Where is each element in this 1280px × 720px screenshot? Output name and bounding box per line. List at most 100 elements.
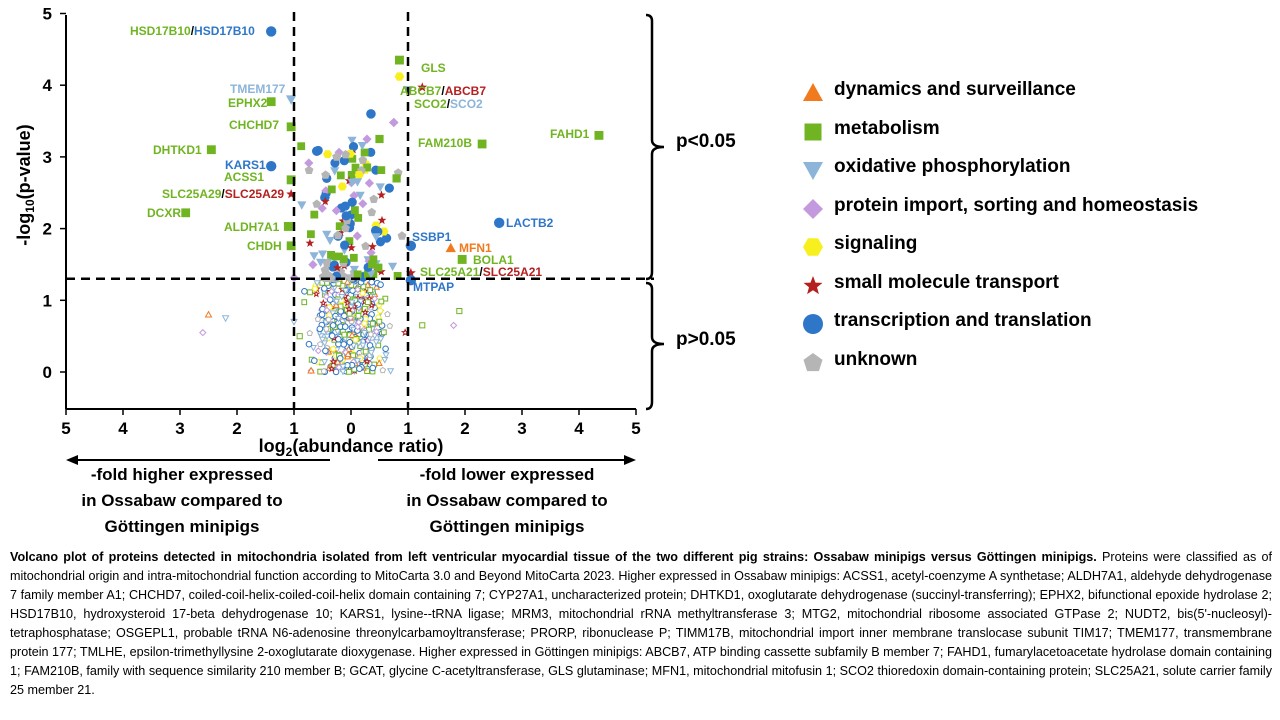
scatter-point bbox=[358, 155, 368, 164]
point-label-name: DCXR bbox=[147, 206, 181, 220]
x-axis-label-part: log bbox=[259, 436, 286, 456]
point-label: DCXR bbox=[147, 206, 181, 220]
scatter-point bbox=[369, 255, 378, 264]
x-tick-label: 1 bbox=[289, 419, 298, 438]
y-tick-label: 5 bbox=[43, 5, 52, 24]
scatter-point bbox=[366, 248, 376, 258]
point-label-name: GLS bbox=[421, 61, 446, 75]
point-label: DHTKD1 bbox=[153, 143, 202, 157]
scatter-point bbox=[307, 289, 313, 296]
scatter-point bbox=[323, 150, 333, 159]
scatter-point bbox=[313, 280, 321, 287]
scatter-point bbox=[204, 310, 213, 318]
circle-icon bbox=[803, 314, 823, 334]
legend-label: transcription and translation bbox=[834, 310, 1092, 331]
point-label-name: KARS1 bbox=[225, 158, 266, 172]
labeled-point bbox=[494, 217, 505, 229]
scatter-point bbox=[352, 337, 359, 343]
scatter-point bbox=[347, 178, 357, 187]
diamond-icon bbox=[803, 198, 823, 219]
scatter-point bbox=[353, 270, 362, 279]
scatter-point bbox=[378, 298, 385, 305]
scatter-point bbox=[360, 148, 369, 157]
point-label-name: ALDH7A1 bbox=[224, 220, 280, 234]
scatter-point bbox=[333, 230, 343, 240]
scatter-point bbox=[388, 117, 399, 128]
scatter-point bbox=[354, 214, 363, 222]
labeled-point bbox=[285, 95, 297, 105]
x-tick-label: 3 bbox=[517, 419, 526, 438]
scatter-point bbox=[322, 347, 329, 355]
scatter-point bbox=[360, 330, 369, 337]
labeled-point bbox=[283, 222, 293, 231]
point-label: SLC25A21/SLC25A21 bbox=[420, 265, 542, 279]
scatter-point bbox=[386, 322, 394, 329]
direction-left-line: -fold higher expressed bbox=[90, 465, 274, 484]
scatter-point bbox=[365, 356, 374, 364]
point-label-name: ABCB7 bbox=[445, 84, 487, 98]
y-axis-label-part: 10 bbox=[23, 199, 37, 213]
scatter-point bbox=[318, 336, 327, 344]
point-label-name: MFN1 bbox=[459, 241, 492, 255]
point-label-name: ABCB7 bbox=[400, 84, 442, 98]
scatter-point bbox=[329, 357, 338, 366]
scatter-point bbox=[375, 237, 386, 247]
labeled-point bbox=[594, 131, 604, 140]
legend-marker bbox=[803, 314, 823, 334]
scatter-point bbox=[361, 308, 370, 316]
point-label: KARS1 bbox=[225, 158, 266, 172]
scatter-point bbox=[310, 210, 319, 219]
scatter-point bbox=[352, 231, 362, 241]
y-tick-label: 0 bbox=[43, 363, 52, 382]
point-label: BOLA1 bbox=[473, 253, 514, 267]
y-tick-label: 1 bbox=[43, 291, 52, 310]
legend-marker bbox=[803, 198, 823, 219]
scatter-point bbox=[320, 340, 329, 347]
scatter-point bbox=[353, 358, 362, 365]
scatter-point bbox=[361, 320, 368, 327]
labeled-point bbox=[405, 267, 416, 278]
scatter-point bbox=[382, 345, 389, 353]
point-label: CHDH bbox=[247, 239, 282, 253]
scatter-point bbox=[297, 201, 307, 210]
significant-points bbox=[289, 72, 407, 284]
scatter-point bbox=[317, 203, 327, 213]
scatter-point bbox=[366, 109, 376, 119]
scatter-point bbox=[328, 332, 336, 340]
scatter-point bbox=[330, 167, 340, 176]
scatter-point bbox=[340, 240, 350, 250]
legend-label: unknown bbox=[834, 348, 918, 370]
scatter-point bbox=[384, 310, 391, 317]
scatter-point bbox=[367, 349, 375, 357]
point-label-separator: / bbox=[221, 187, 225, 201]
point-label: SCO2/SCO2 bbox=[414, 97, 483, 111]
scatter-point bbox=[305, 340, 313, 348]
legend-label: metabolism bbox=[834, 117, 940, 139]
scatter-point bbox=[376, 318, 383, 325]
scatter-point bbox=[376, 355, 384, 362]
scatter-point bbox=[336, 171, 345, 180]
hexagon-icon bbox=[803, 238, 823, 256]
scatter-point bbox=[348, 299, 356, 307]
scatter-point bbox=[356, 365, 363, 373]
scatter-point bbox=[332, 298, 341, 306]
scatter-point bbox=[319, 298, 328, 307]
labeled-point bbox=[445, 242, 456, 253]
scatter-point bbox=[348, 331, 356, 338]
scatter-point bbox=[367, 207, 377, 217]
scatter-point bbox=[304, 158, 314, 168]
point-label-separator: / bbox=[479, 265, 483, 279]
point-label: HSD17B10/HSD17B10 bbox=[130, 24, 255, 38]
scatter-point bbox=[337, 303, 344, 310]
scatter-point bbox=[329, 322, 337, 329]
scatter-point bbox=[361, 241, 370, 250]
scatter-point bbox=[350, 352, 356, 359]
scatter-point bbox=[349, 253, 358, 262]
legend-label: signaling bbox=[834, 233, 918, 254]
labeled-point bbox=[286, 189, 297, 199]
point-label-name: SLC25A29 bbox=[225, 187, 285, 201]
caption-title: Volcano plot of proteins detected in mit… bbox=[10, 550, 1097, 564]
point-label: MTPAP bbox=[413, 280, 454, 294]
scatter-point bbox=[359, 290, 367, 297]
labeled-point bbox=[457, 255, 467, 264]
